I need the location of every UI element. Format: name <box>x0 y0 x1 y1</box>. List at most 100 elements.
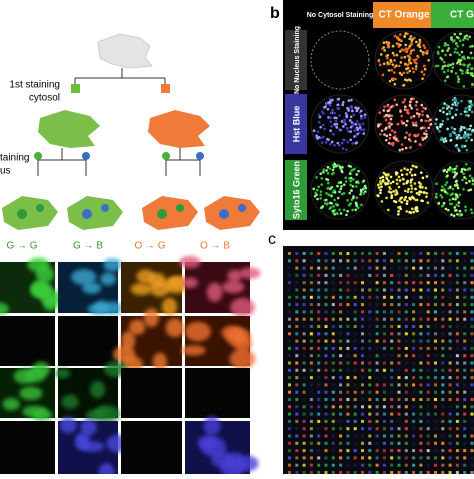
array-spot <box>346 398 350 401</box>
array-spot <box>302 346 306 350</box>
array-spot <box>302 266 306 270</box>
array-spot <box>309 339 313 343</box>
well-dot <box>332 189 336 192</box>
well-dot <box>391 77 395 80</box>
array-spot <box>339 463 343 467</box>
well-dot <box>397 212 400 216</box>
array-spot <box>441 449 445 453</box>
array-spot <box>463 368 467 372</box>
well-dot <box>363 184 367 188</box>
well-dot <box>355 196 359 199</box>
well-dot <box>470 110 474 114</box>
well-dot <box>441 67 444 71</box>
array-spot <box>412 332 416 336</box>
well-dot <box>414 65 418 68</box>
well-dot <box>450 126 454 129</box>
array-spot <box>434 449 437 453</box>
array-spot <box>455 398 459 401</box>
well-dot <box>362 179 366 183</box>
well-dot <box>345 148 348 151</box>
array-spot <box>368 463 372 467</box>
array-spot <box>288 434 291 438</box>
well-dot <box>363 116 367 119</box>
array-spot <box>404 405 408 409</box>
cell-blob <box>203 416 221 436</box>
array-spot <box>361 368 364 372</box>
array-spot <box>353 339 357 343</box>
array-spot <box>412 354 416 358</box>
array-spot <box>368 368 372 372</box>
well <box>310 30 370 90</box>
array-spot <box>426 449 430 453</box>
array-spot <box>346 295 350 299</box>
well-dot <box>395 182 399 185</box>
array-spot <box>463 471 467 474</box>
well-dot <box>390 194 394 197</box>
well-dot <box>419 143 422 147</box>
transition-label: G → G <box>6 241 37 252</box>
array-spot <box>331 419 335 423</box>
well-dot <box>340 192 344 196</box>
well-dot <box>384 138 388 142</box>
array-spot <box>331 449 335 453</box>
array-spot <box>317 376 321 380</box>
array-spot <box>324 383 328 387</box>
well-dot <box>332 165 336 169</box>
array-spot <box>412 259 416 263</box>
array-spot <box>426 259 430 263</box>
array-spot <box>361 463 364 467</box>
array-spot <box>455 471 459 474</box>
array-spot <box>331 259 335 263</box>
array-spot <box>375 427 379 431</box>
array-spot <box>390 361 394 365</box>
array-spot <box>397 266 401 270</box>
array-spot <box>434 288 437 292</box>
array-spot <box>390 303 394 307</box>
array-spot <box>302 398 306 401</box>
well-dot <box>425 195 428 199</box>
array-spot <box>382 390 386 394</box>
array-spot <box>412 303 416 307</box>
array-spot <box>390 456 394 460</box>
well-dot <box>406 168 409 172</box>
well-dot <box>403 98 407 101</box>
array-spot <box>419 252 423 255</box>
array-spot <box>353 376 357 380</box>
array-spot <box>309 354 313 358</box>
array-spot <box>412 434 416 438</box>
well-dot <box>459 136 463 140</box>
array-spot <box>339 390 343 394</box>
array-spot <box>331 354 335 358</box>
array-spot <box>419 449 423 453</box>
array-spot <box>455 317 459 321</box>
array-spot <box>288 252 291 255</box>
well-dot <box>379 132 382 136</box>
nucleus <box>157 209 167 219</box>
well-dot <box>414 165 418 169</box>
array-spot <box>404 332 408 336</box>
well-dot <box>400 143 404 146</box>
array-spot <box>375 281 379 285</box>
array-spot <box>470 398 474 401</box>
array-spot <box>470 295 474 299</box>
array-spot <box>448 368 452 372</box>
array-spot <box>441 412 445 416</box>
well-dot <box>405 67 408 71</box>
array-spot <box>463 346 467 350</box>
well-dot <box>351 208 354 212</box>
cell-blob <box>128 319 146 335</box>
array-spot <box>317 281 321 285</box>
array-spot <box>382 361 386 365</box>
array-spot <box>426 434 430 438</box>
well-dot <box>326 172 330 175</box>
array-spot <box>463 303 467 307</box>
well-dot <box>418 45 422 49</box>
well-dot <box>461 38 465 42</box>
well-dot <box>444 207 448 211</box>
well-dot <box>415 112 419 115</box>
array-spot <box>470 412 474 416</box>
array-spot <box>390 383 394 387</box>
array-spot <box>375 368 379 372</box>
array-spot <box>441 390 445 394</box>
well-dot <box>444 183 447 187</box>
